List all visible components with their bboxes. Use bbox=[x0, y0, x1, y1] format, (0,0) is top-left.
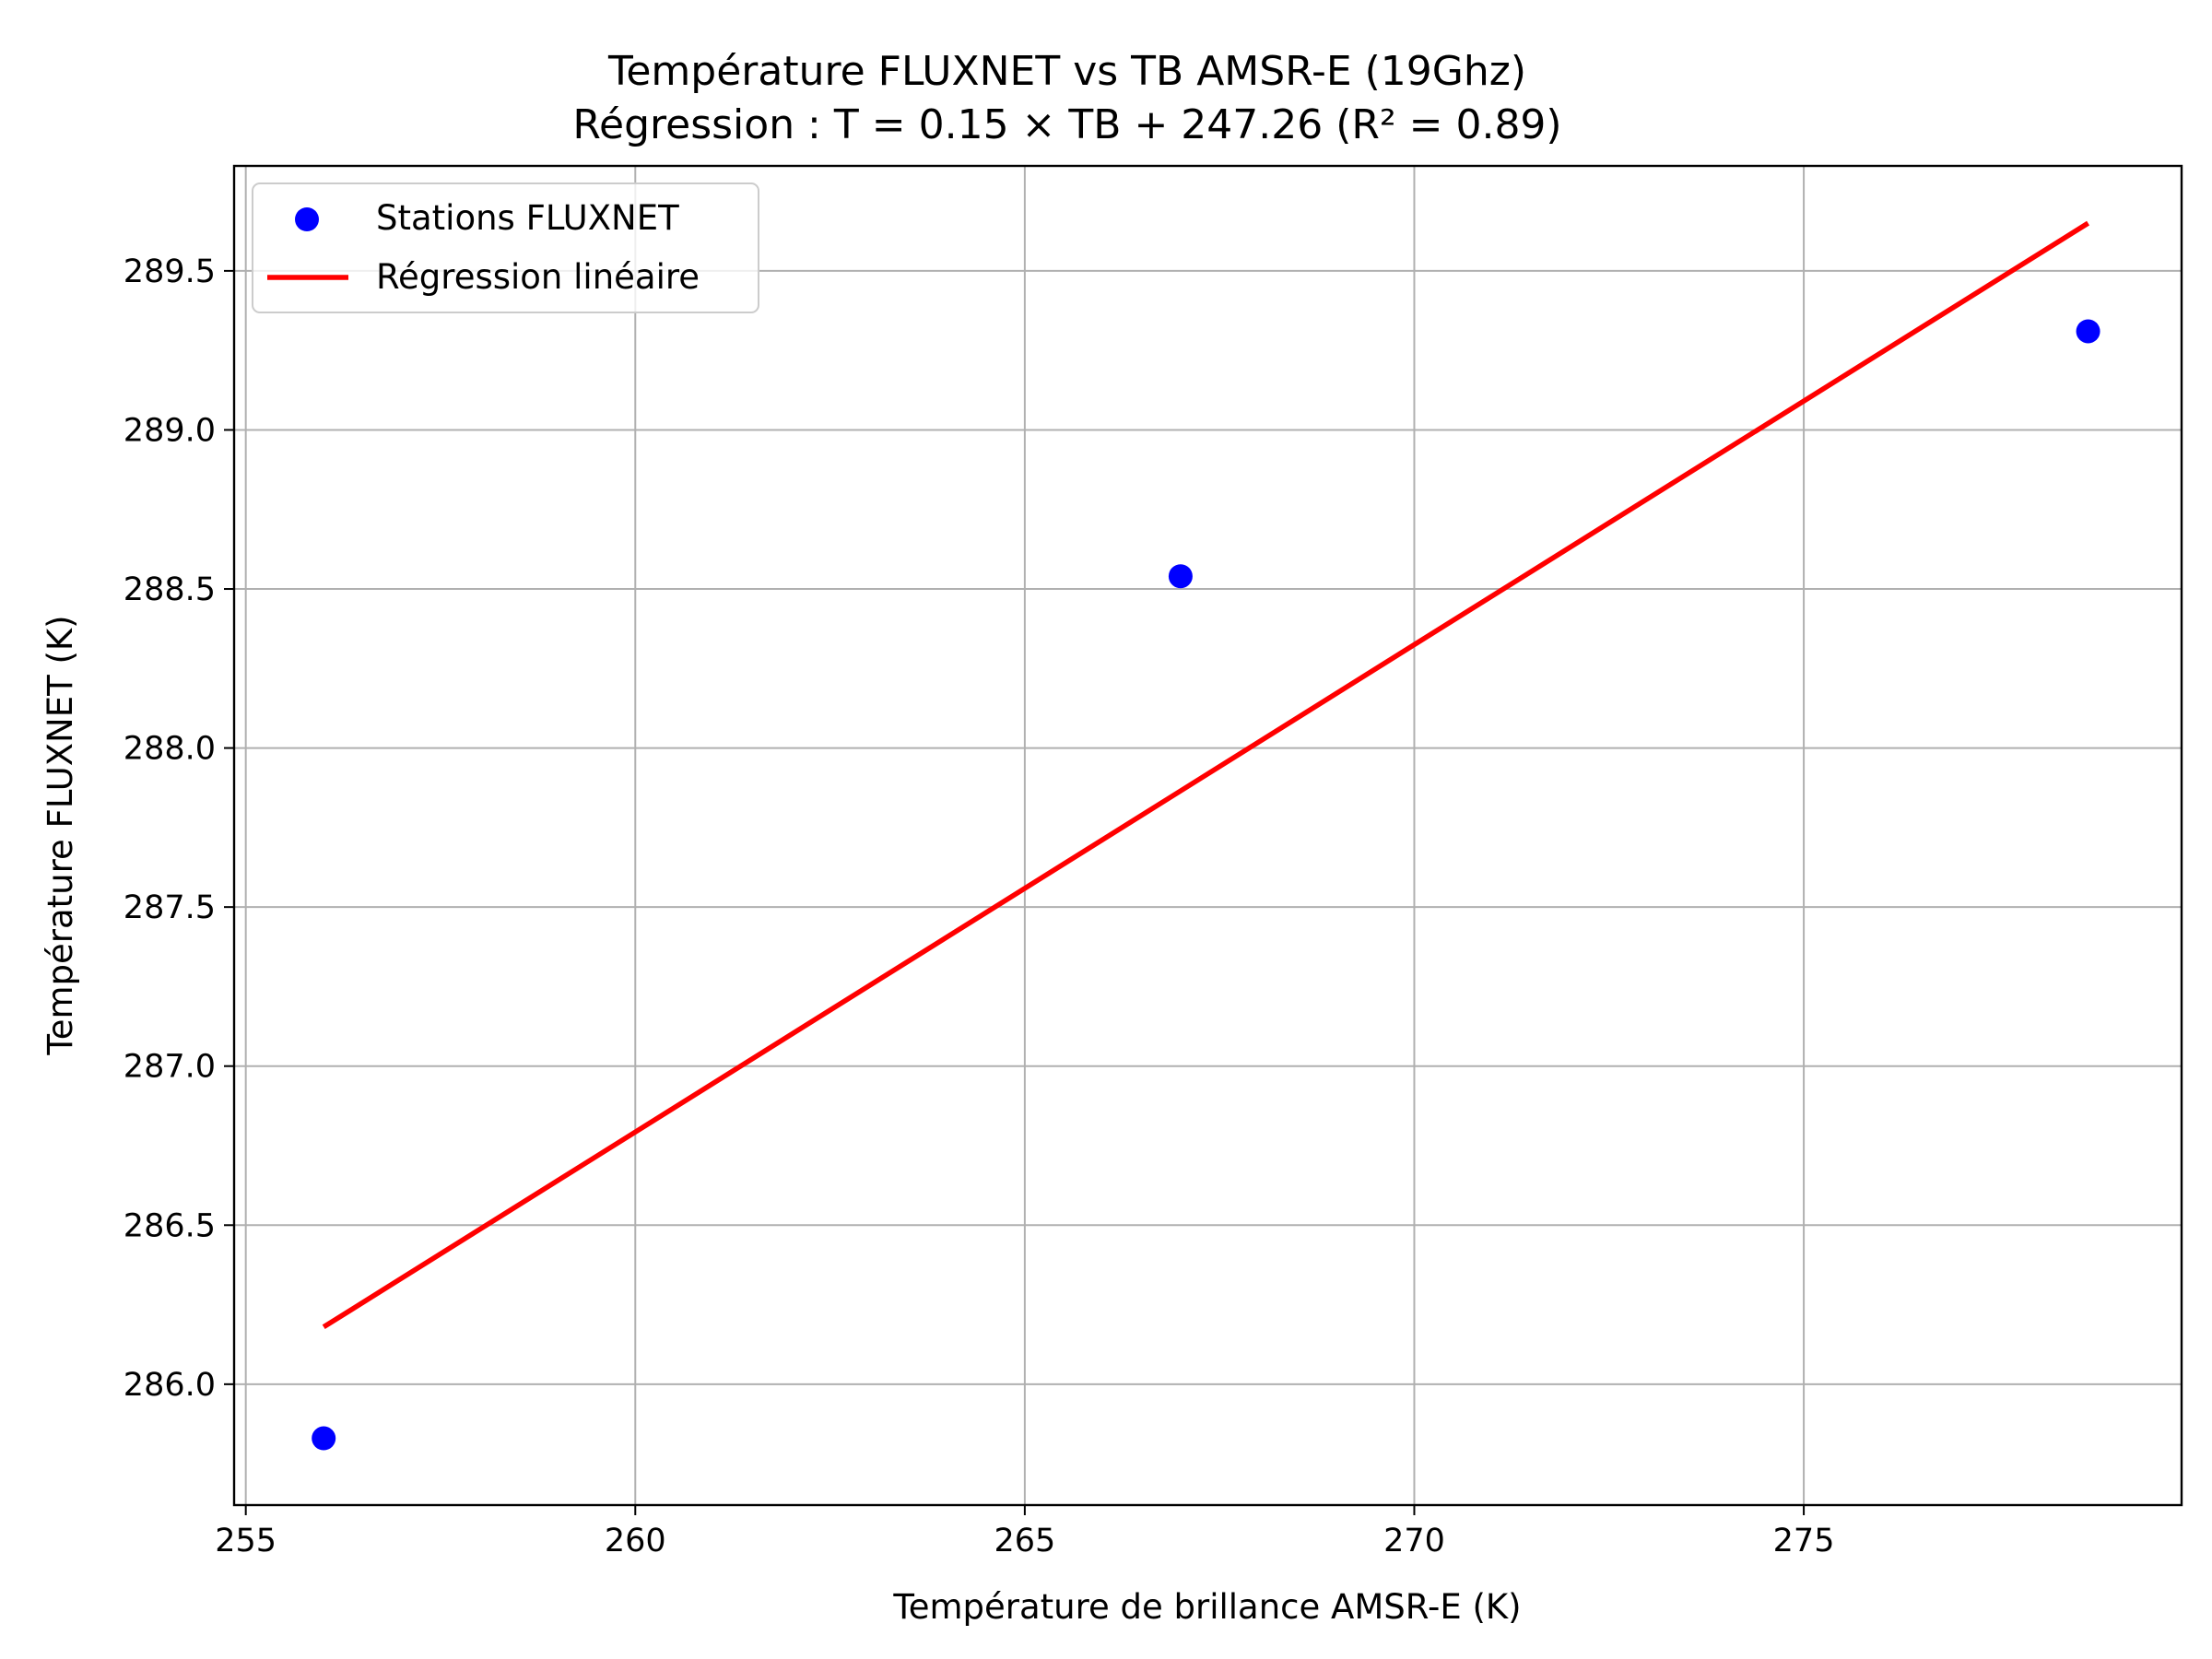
y-tick-label: 287.0 bbox=[124, 1049, 216, 1086]
legend-box bbox=[252, 182, 759, 313]
legend-marker-stations bbox=[295, 207, 319, 231]
legend-label-stations: Stations FLUXNET bbox=[376, 198, 679, 238]
y-tick-label: 286.0 bbox=[124, 1367, 216, 1404]
legend-label-regression: Régression linéaire bbox=[376, 257, 700, 297]
legend: Stations FLUXNET Régression linéaire bbox=[252, 182, 759, 313]
y-axis-label: Température FLUXNET (K) bbox=[41, 615, 80, 1055]
x-tick-label: 265 bbox=[994, 1523, 1055, 1559]
y-tick-label: 287.5 bbox=[124, 889, 216, 926]
scatter-point bbox=[2076, 319, 2100, 344]
x-tick-label: 275 bbox=[1773, 1523, 1835, 1559]
x-tick-label: 260 bbox=[605, 1523, 666, 1559]
plot-data bbox=[312, 220, 2100, 1451]
scatter-point bbox=[1168, 564, 1193, 589]
y-tick-label: 289.0 bbox=[124, 412, 216, 449]
chart-title: Température FLUXNET vs TB AMSR-E (19Ghz) bbox=[607, 48, 1526, 95]
y-tick-label: 286.5 bbox=[124, 1207, 216, 1244]
y-tick-label: 288.0 bbox=[124, 731, 216, 768]
y-tick-label: 288.5 bbox=[124, 571, 216, 608]
scatter-point bbox=[312, 1426, 336, 1451]
grid bbox=[234, 166, 2182, 1505]
y-tick-label: 289.5 bbox=[124, 253, 216, 290]
plot-frame bbox=[232, 164, 2183, 1507]
axis-ticks: 255 260 265 270 275 286.0 286.5 287.0 287.5 288.0… bbox=[124, 253, 1835, 1559]
x-tick-label: 270 bbox=[1383, 1523, 1445, 1559]
x-tick-label: 255 bbox=[215, 1523, 276, 1559]
chart-subtitle: Régression : T = 0.15 × TB + 247.26 (R² … bbox=[572, 101, 1561, 148]
x-axis-label: Température de brillance AMSR-E (K) bbox=[892, 1587, 1521, 1627]
regression-line bbox=[322, 220, 2090, 1330]
